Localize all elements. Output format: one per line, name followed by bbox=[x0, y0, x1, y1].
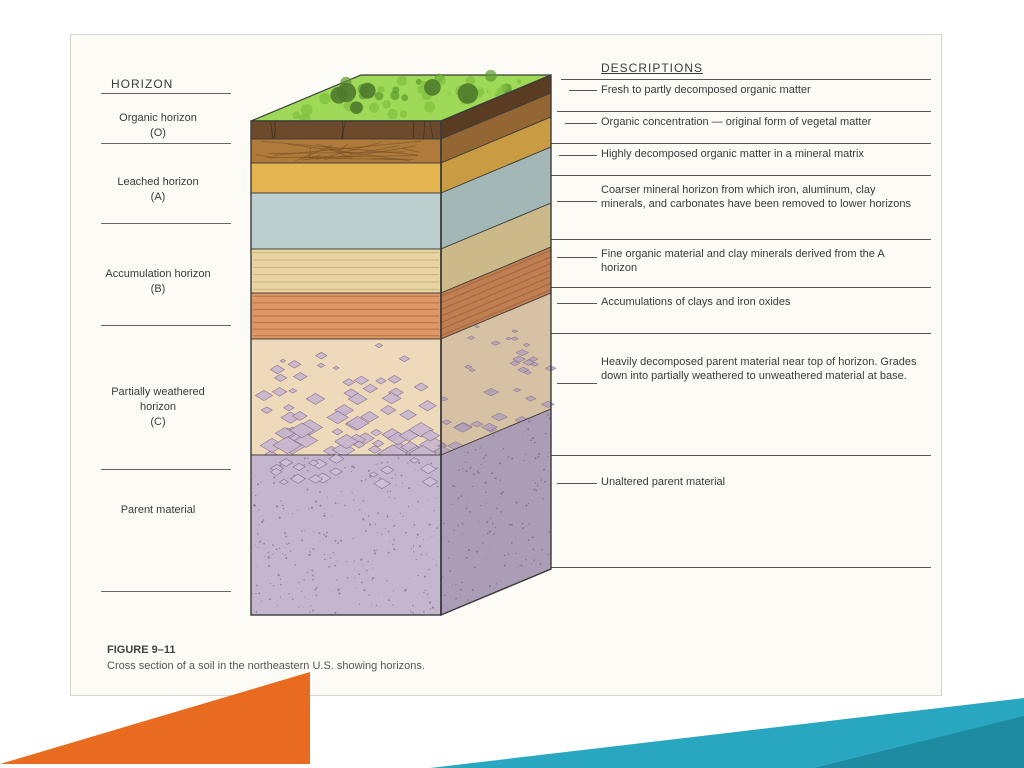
rrule bbox=[551, 143, 931, 144]
column-header-descriptions: DESCRIPTIONS bbox=[601, 61, 703, 75]
horizon-label-o: Organic horizon (O) bbox=[103, 111, 213, 141]
hrule bbox=[101, 325, 231, 326]
rrule bbox=[561, 79, 931, 80]
description-text: Fresh to partly decomposed organic matte… bbox=[601, 83, 921, 97]
soil-block-3d bbox=[241, 55, 591, 673]
rrule bbox=[549, 287, 931, 288]
column-header-horizon: HORIZON bbox=[111, 77, 173, 94]
horizon-name: Parent material bbox=[121, 504, 196, 516]
description-text: Heavily decomposed parent material near … bbox=[601, 355, 921, 384]
description-text: Unaltered parent material bbox=[601, 475, 921, 489]
hrule bbox=[101, 93, 231, 94]
horizon-symbol: (B) bbox=[103, 282, 213, 297]
horizon-label-a: Leached horizon (A) bbox=[103, 175, 213, 205]
hrule bbox=[101, 143, 231, 144]
horizon-label-c: Partially weathered horizon (C) bbox=[103, 385, 213, 430]
horizon-label-parent: Parent material bbox=[103, 503, 213, 518]
horizon-name: Partially weathered horizon bbox=[111, 386, 205, 413]
description-text: Coarser mineral horizon from which iron,… bbox=[601, 183, 921, 212]
description-text: Organic concentration — original form of… bbox=[601, 115, 921, 129]
figure-caption-text: Cross section of a soil in the northeast… bbox=[107, 660, 425, 672]
horizon-name: Accumulation horizon bbox=[105, 268, 210, 280]
slide-decor-orange-triangle bbox=[0, 672, 310, 764]
horizon-symbol: (A) bbox=[103, 190, 213, 205]
rrule bbox=[549, 455, 931, 456]
rrule bbox=[557, 111, 931, 112]
horizon-symbol: (C) bbox=[103, 415, 213, 430]
hrule bbox=[101, 591, 231, 592]
description-text: Fine organic material and clay minerals … bbox=[601, 247, 921, 276]
description-text: Accumulations of clays and iron oxides bbox=[601, 295, 921, 309]
hrule bbox=[101, 469, 231, 470]
rrule bbox=[549, 333, 931, 334]
rrule bbox=[549, 567, 931, 568]
slide: HORIZON DESCRIPTIONS Organic horizon (O)… bbox=[0, 0, 1024, 768]
description-text: Highly decomposed organic matter in a mi… bbox=[601, 147, 921, 161]
soil-profile-figure: HORIZON DESCRIPTIONS Organic horizon (O)… bbox=[70, 34, 942, 696]
figure-number: FIGURE 9–11 bbox=[107, 644, 175, 656]
horizon-label-b: Accumulation horizon (B) bbox=[103, 267, 213, 297]
rrule bbox=[549, 175, 931, 176]
horizon-name: Organic horizon bbox=[119, 112, 197, 124]
figure-caption: FIGURE 9–11 Cross section of a soil in t… bbox=[107, 643, 425, 675]
rrule bbox=[549, 239, 931, 240]
horizon-symbol: (O) bbox=[103, 126, 213, 141]
horizon-name: Leached horizon bbox=[117, 176, 198, 188]
hrule bbox=[101, 223, 231, 224]
